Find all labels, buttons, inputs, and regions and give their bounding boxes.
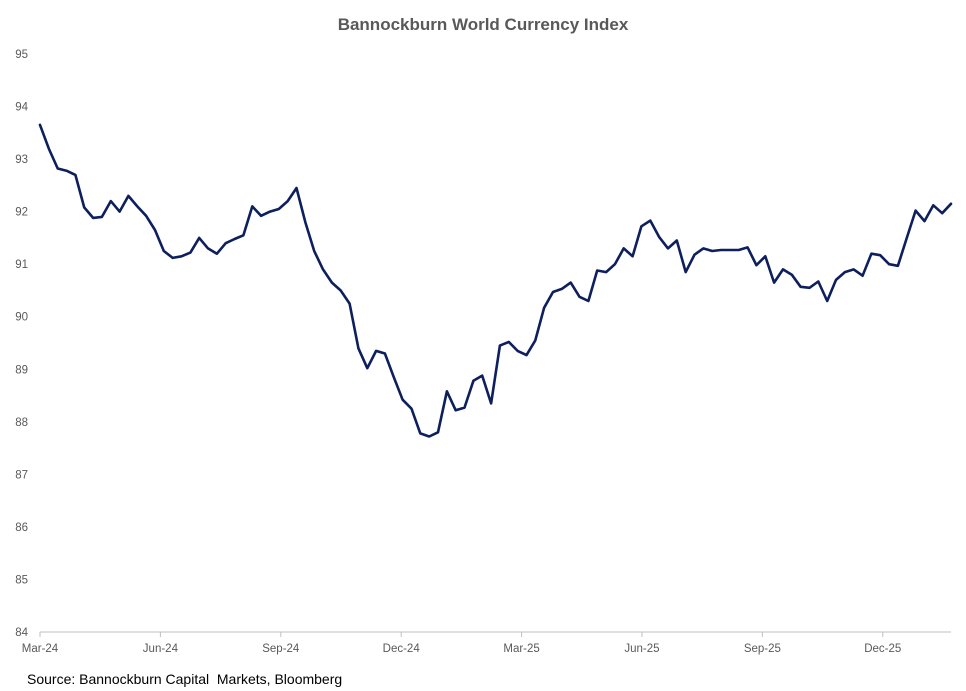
chart-title: Bannockburn World Currency Index bbox=[337, 15, 629, 34]
y-tick-label: 88 bbox=[15, 417, 28, 429]
y-tick-label: 92 bbox=[15, 207, 28, 219]
y-tick-label: 85 bbox=[15, 574, 28, 586]
x-tick-label: Mar-25 bbox=[503, 643, 539, 655]
x-tick-label: Jun-24 bbox=[143, 643, 179, 655]
y-tick-label: 95 bbox=[15, 49, 28, 61]
y-tick-label: 86 bbox=[15, 522, 28, 534]
x-tick-label: Dec-24 bbox=[383, 643, 421, 655]
y-tick-label: 87 bbox=[15, 469, 28, 481]
y-axis-ticks: 84 85 86 87 88 89 90 91 92 93 94 95 bbox=[15, 49, 28, 639]
source-note: Source: Bannockburn Capital Markets, Blo… bbox=[27, 671, 343, 687]
y-tick-label: 89 bbox=[15, 364, 28, 376]
x-axis: Mar-24 Jun-24 Sep-24 Dec-24 Mar-25 Jun-25 Sep-… bbox=[22, 631, 951, 655]
x-tick-label: Sep-24 bbox=[262, 643, 300, 655]
y-tick-label: 94 bbox=[15, 102, 28, 114]
y-tick-label: 90 bbox=[15, 312, 28, 324]
x-tick-label: Mar-24 bbox=[22, 643, 59, 655]
x-tick-label: Jun-25 bbox=[624, 643, 659, 655]
series-line bbox=[38, 123, 953, 438]
series-group bbox=[38, 123, 953, 438]
x-tick-label: Sep-25 bbox=[744, 643, 781, 655]
y-tick-label: 91 bbox=[15, 259, 28, 271]
y-tick-label: 84 bbox=[15, 627, 28, 639]
x-tick-label: Dec-25 bbox=[864, 643, 901, 655]
y-tick-label: 93 bbox=[15, 154, 28, 166]
